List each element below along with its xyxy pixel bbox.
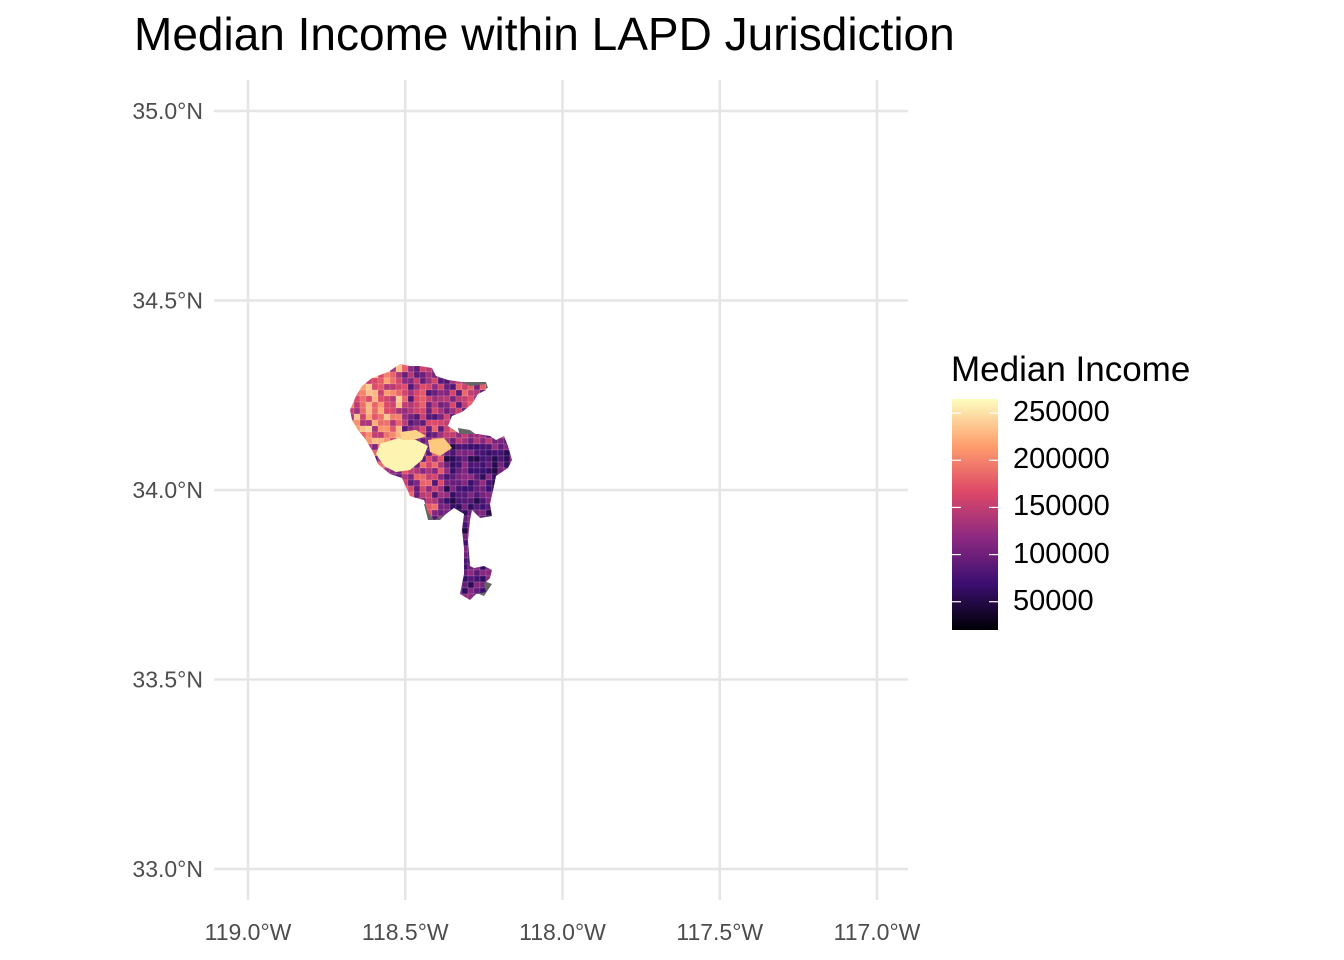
axis-tick-labels: 119.0°W 118.5°W 118.0°W 117.5°W 117.0°W 35.0°… <box>132 98 920 945</box>
x-tick-label: 117.0°W <box>834 919 921 945</box>
map-title: Median Income within LAPD Jurisdiction <box>134 8 955 60</box>
x-tick-label: 118.0°W <box>519 919 606 945</box>
grid-lines <box>214 80 908 900</box>
legend-label: 100000 <box>1013 537 1110 570</box>
y-tick-label: 34.0°N <box>132 477 203 503</box>
y-tick-label: 35.0°N <box>132 98 203 124</box>
legend-tick-marks <box>952 412 998 603</box>
x-tick-label: 117.5°W <box>676 919 763 945</box>
legend-label: 50000 <box>1013 584 1094 617</box>
legend-label: 150000 <box>1013 490 1110 523</box>
y-tick-label: 34.5°N <box>132 288 203 314</box>
y-tick-label: 33.5°N <box>132 667 203 693</box>
y-tick-label: 33.0°N <box>132 856 203 882</box>
x-tick-label: 118.5°W <box>362 919 449 945</box>
x-tick-label: 119.0°W <box>205 919 292 945</box>
legend-label: 250000 <box>1013 396 1110 429</box>
high-income-area <box>376 430 452 472</box>
legend: Median Income <box>951 350 1251 640</box>
legend-label: 200000 <box>1013 443 1110 476</box>
legend-colorbar-rect <box>952 399 998 630</box>
legend-title: Median Income <box>951 350 1191 389</box>
